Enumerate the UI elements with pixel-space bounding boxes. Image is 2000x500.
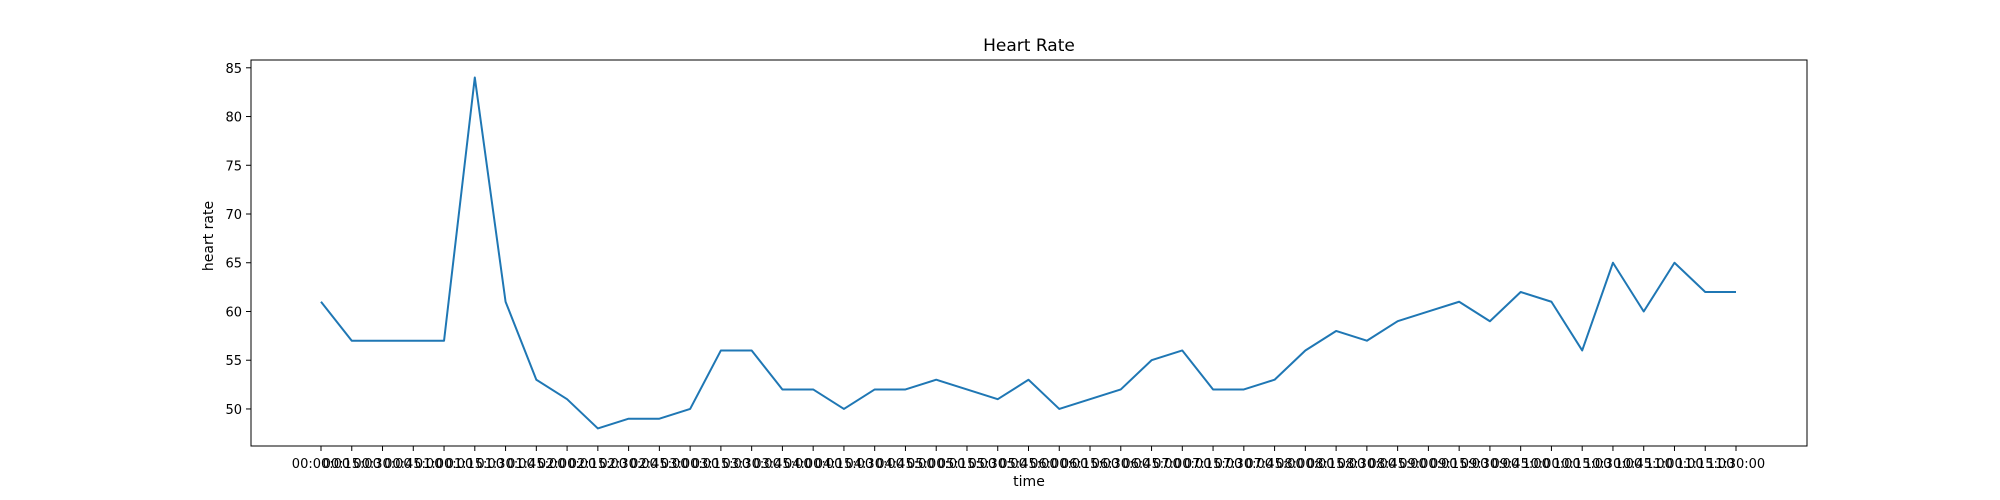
- y-axis-ticks: 50 55 60 65 70 75 80 85: [225, 62, 251, 418]
- x-tick-label: 05:45:00: [999, 457, 1057, 472]
- x-tick-label: 05:00:00: [907, 457, 965, 472]
- x-axis-ticks: 00:00:0000:15:0000:30:0000:45:0001:00:00…: [292, 446, 1765, 472]
- x-tick-label: 04:00:00: [784, 457, 842, 472]
- y-tick-label: 55: [225, 354, 242, 369]
- y-tick-label: 50: [225, 403, 242, 418]
- y-tick-label: 60: [225, 305, 242, 320]
- x-tick-label: 06:30:00: [1092, 457, 1150, 472]
- x-tick-label: 04:15:00: [815, 457, 873, 472]
- x-tick-label: 09:00:00: [1399, 457, 1457, 472]
- x-tick-label: 05:15:00: [938, 457, 996, 472]
- x-tick-label: 05:30:00: [969, 457, 1027, 472]
- x-tick-label: 02:15:00: [569, 457, 627, 472]
- x-tick-label: 07:00:00: [1153, 457, 1211, 472]
- y-tick-label: 70: [225, 208, 242, 223]
- y-tick-label: 65: [225, 257, 242, 272]
- x-tick-label: 09:45:00: [1491, 457, 1549, 472]
- x-tick-label: 03:00:00: [661, 457, 719, 472]
- x-tick-label: 03:30:00: [722, 457, 780, 472]
- x-tick-label: 10:00:00: [1522, 457, 1580, 472]
- x-tick-label: 08:00:00: [1276, 457, 1334, 472]
- x-tick-label: 00:45:00: [384, 457, 442, 472]
- series-line: [320, 76, 1736, 430]
- plot-area-frame: [250, 59, 1808, 447]
- x-tick-label: 10:30:00: [1584, 457, 1642, 472]
- x-tick-label: 11:15:00: [1676, 457, 1734, 472]
- x-tick-label: 10:45:00: [1615, 457, 1673, 472]
- y-tick-label: 75: [225, 159, 242, 174]
- x-tick-label: 08:15:00: [1307, 457, 1365, 472]
- x-tick-label: 11:00:00: [1645, 457, 1703, 472]
- x-tick-label: 04:30:00: [846, 457, 904, 472]
- x-tick-label: 00:30:00: [353, 457, 411, 472]
- x-tick-label: 09:15:00: [1430, 457, 1488, 472]
- x-tick-label: 06:00:00: [1030, 457, 1088, 472]
- x-tick-label: 07:15:00: [1184, 457, 1242, 472]
- x-tick-label: 10:15:00: [1553, 457, 1611, 472]
- x-tick-label: 03:45:00: [753, 457, 811, 472]
- x-tick-label: 09:30:00: [1461, 457, 1519, 472]
- x-tick-label: 11:30:00: [1707, 457, 1765, 472]
- x-tick-label: 03:15:00: [692, 457, 750, 472]
- y-tick-label: 80: [225, 111, 242, 126]
- x-tick-label: 07:45:00: [1245, 457, 1303, 472]
- x-tick-label: 06:45:00: [1122, 457, 1180, 472]
- x-tick-label: 00:00:00: [292, 457, 350, 472]
- x-tick-label: 07:30:00: [1215, 457, 1273, 472]
- x-tick-label: 04:45:00: [876, 457, 934, 472]
- x-tick-label: 02:30:00: [599, 457, 657, 472]
- chart-title: Heart Rate: [983, 36, 1075, 56]
- x-axis-label: time: [1013, 474, 1045, 490]
- x-tick-label: 02:45:00: [630, 457, 688, 472]
- x-tick-label: 06:15:00: [1061, 457, 1119, 472]
- x-tick-label: 01:30:00: [476, 457, 534, 472]
- x-tick-label: 08:45:00: [1368, 457, 1426, 472]
- y-axis-label: heart rate: [201, 201, 217, 271]
- x-tick-label: 01:00:00: [415, 457, 473, 472]
- y-tick-label: 85: [225, 62, 242, 77]
- x-tick-label: 01:15:00: [446, 457, 504, 472]
- x-tick-label: 02:00:00: [538, 457, 596, 472]
- x-tick-label: 08:30:00: [1338, 457, 1396, 472]
- x-tick-label: 00:15:00: [323, 457, 381, 472]
- x-tick-label: 01:45:00: [507, 457, 565, 472]
